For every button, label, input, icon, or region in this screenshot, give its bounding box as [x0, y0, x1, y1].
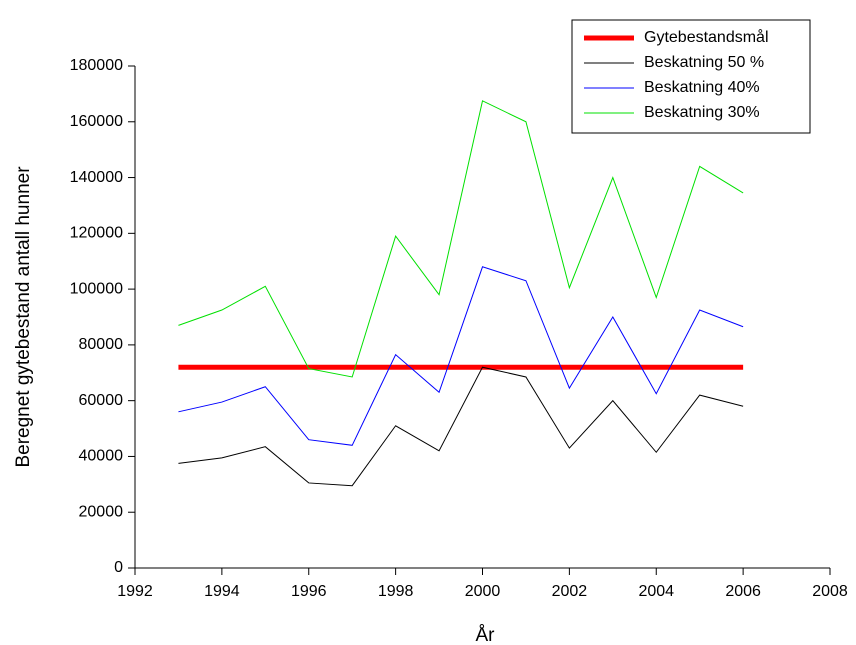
y-tick-label: 40000 [79, 448, 124, 465]
y-tick-label: 0 [114, 559, 123, 576]
legend-label: Gytebestandsmål [644, 28, 769, 46]
y-tick-label: 160000 [70, 113, 123, 130]
x-tick-label: 1994 [204, 583, 240, 600]
legend-label: Beskatning 50 % [644, 54, 764, 71]
y-tick-label: 100000 [70, 280, 123, 297]
y-tick-label: 20000 [79, 503, 124, 520]
x-tick-label: 2000 [465, 583, 501, 600]
y-tick-label: 120000 [70, 225, 123, 242]
legend-label: Beskatning 30% [644, 104, 760, 121]
x-tick-label: 2006 [725, 583, 761, 600]
x-tick-label: 2002 [552, 583, 588, 600]
y-tick-label: 60000 [79, 392, 124, 409]
series-line [178, 266, 744, 446]
legend-label: Beskatning 40% [644, 79, 760, 96]
x-tick-label: 1992 [117, 583, 153, 600]
x-tick-label: 1996 [291, 583, 327, 600]
series-line [178, 100, 744, 378]
y-axis-label: Beregnet gytebestand antall hunner [13, 166, 34, 468]
series-line [178, 366, 744, 487]
legend-box [571, 19, 811, 134]
y-tick-label: 180000 [70, 57, 123, 74]
x-tick-label: 2004 [638, 583, 674, 600]
y-tick-label: 80000 [79, 336, 124, 353]
x-tick-label: 2008 [812, 583, 848, 600]
x-axis-label: År [476, 625, 496, 645]
x-tick-label: 1998 [378, 583, 414, 600]
y-tick-label: 140000 [70, 169, 123, 186]
